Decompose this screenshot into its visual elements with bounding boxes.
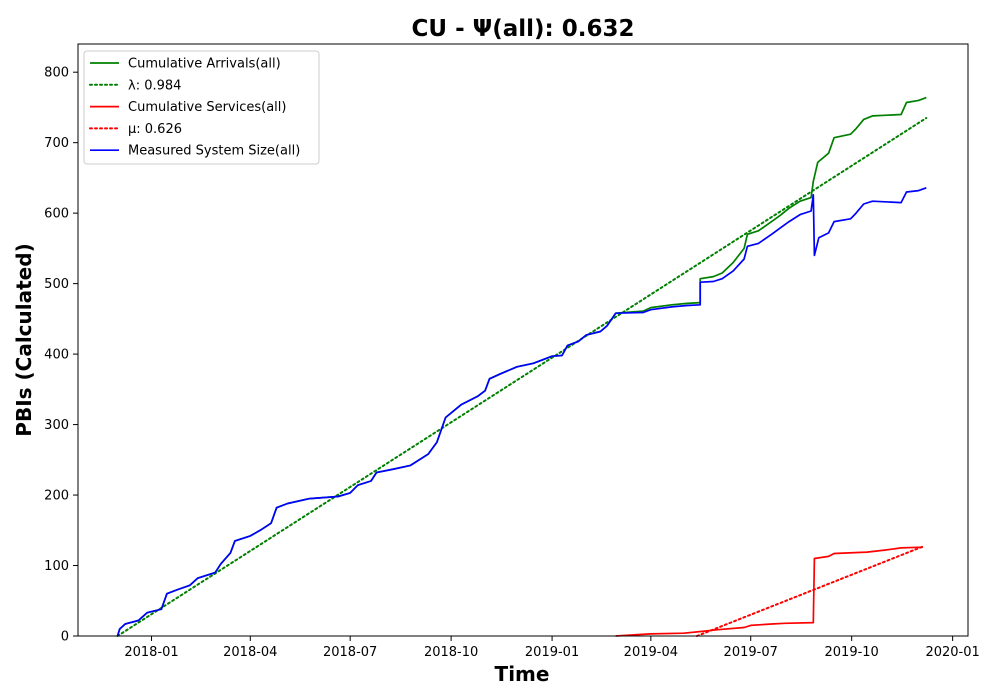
series-layer [116,96,928,637]
series-line-1-0-984 [116,117,928,637]
legend-label-1: λ: 0.984 [128,78,181,93]
y-tick-label: 0 [61,630,69,645]
x-tick-label: 2018-07 [323,645,377,660]
y-tick-label: 800 [44,66,69,81]
x-tick-label: 2019-07 [724,645,778,660]
legend-label-2: Cumulative Services(all) [128,100,286,115]
x-tick-label: 2018-10 [424,645,478,660]
series-line-4-measured-system-size-all [116,187,927,637]
y-tick-label: 500 [44,277,69,292]
legend-label-3: μ: 0.626 [128,122,182,137]
x-axis-label: Time [495,662,550,686]
series-line-3-0-626 [695,545,924,637]
x-tick-label: 2019-01 [525,645,579,660]
x-tick-label: 2019-04 [624,645,678,660]
legend-box [83,50,320,165]
y-tick-label: 400 [44,348,69,363]
y-tick-label: 700 [44,136,69,151]
y-tick-label: 100 [44,559,69,574]
x-tick-label: 2020-01 [925,645,979,660]
x-tick-label: 2018-01 [124,645,178,660]
x-tick-label: 2018-04 [223,645,277,660]
x-tick-label: 2019-10 [825,645,879,660]
legend-label-4: Measured System Size(all) [128,144,300,159]
y-tick-label: 300 [44,418,69,433]
y-tick-label: 200 [44,489,69,504]
legend: Cumulative Arrivals(all) λ: 0.984 Cumulati… [83,50,320,165]
y-axis-label: PBIs (Calculated) [12,243,36,436]
chart-title: CU - Ψ(all): 0.632 [412,16,635,42]
plot-frame [77,43,969,637]
series-line-2-cumulative-services-all [615,546,924,637]
legend-label-0: Cumulative Arrivals(all) [128,57,281,72]
ticks-layer: 0 100 200 300 400 500 600 700 800 2018-01 2018-04 2… [44,66,980,660]
legend-entries: Cumulative Arrivals(all) λ: 0.984 Cumulati… [89,57,300,159]
y-tick-label: 600 [44,207,69,222]
